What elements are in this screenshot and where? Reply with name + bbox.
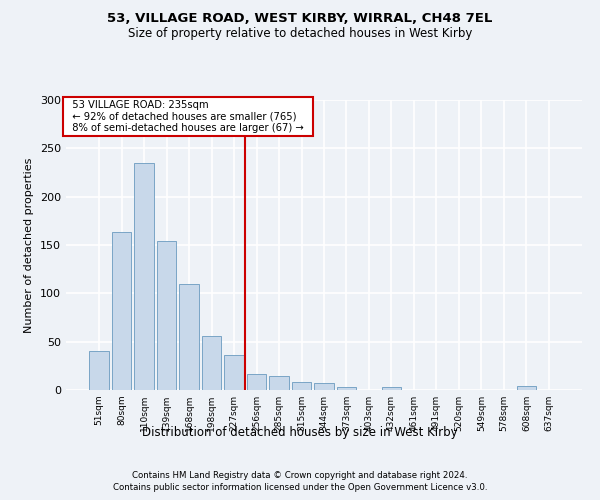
Bar: [224, 355, 244, 390]
Bar: [134, 163, 154, 390]
Text: Size of property relative to detached houses in West Kirby: Size of property relative to detached ho…: [128, 28, 472, 40]
Bar: [112, 232, 131, 390]
Bar: [337, 387, 356, 390]
Text: Contains public sector information licensed under the Open Government Licence v3: Contains public sector information licen…: [113, 484, 487, 492]
Bar: [157, 241, 176, 390]
Text: Distribution of detached houses by size in West Kirby: Distribution of detached houses by size …: [142, 426, 458, 439]
Bar: [314, 383, 334, 390]
Bar: [269, 376, 289, 390]
Bar: [89, 352, 109, 390]
Text: 53, VILLAGE ROAD, WEST KIRBY, WIRRAL, CH48 7EL: 53, VILLAGE ROAD, WEST KIRBY, WIRRAL, CH…: [107, 12, 493, 26]
Bar: [382, 387, 401, 390]
Y-axis label: Number of detached properties: Number of detached properties: [25, 158, 34, 332]
Bar: [292, 382, 311, 390]
Bar: [179, 284, 199, 390]
Bar: [517, 386, 536, 390]
Text: 53 VILLAGE ROAD: 235sqm  
  ← 92% of detached houses are smaller (765)  
  8% of: 53 VILLAGE ROAD: 235sqm ← 92% of detache…: [66, 100, 310, 133]
Text: Contains HM Land Registry data © Crown copyright and database right 2024.: Contains HM Land Registry data © Crown c…: [132, 471, 468, 480]
Bar: [247, 374, 266, 390]
Bar: [202, 336, 221, 390]
